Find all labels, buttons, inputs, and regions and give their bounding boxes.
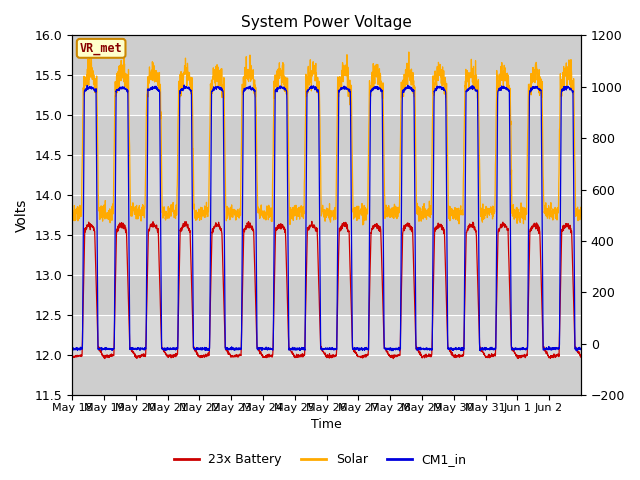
Bar (72, 235, 581, 275)
Bar (72, 355, 581, 395)
Title: System Power Voltage: System Power Voltage (241, 15, 412, 30)
Bar (72, 275, 581, 315)
Text: VR_met: VR_met (80, 42, 122, 55)
X-axis label: Time: Time (311, 419, 342, 432)
Bar (72, 115, 581, 156)
Bar (72, 315, 581, 355)
Legend: 23x Battery, Solar, CM1_in: 23x Battery, Solar, CM1_in (168, 448, 472, 471)
Bar (72, 75, 581, 115)
Bar (72, 36, 581, 75)
Bar (72, 156, 581, 195)
Bar (72, 195, 581, 235)
Y-axis label: Volts: Volts (15, 199, 29, 232)
